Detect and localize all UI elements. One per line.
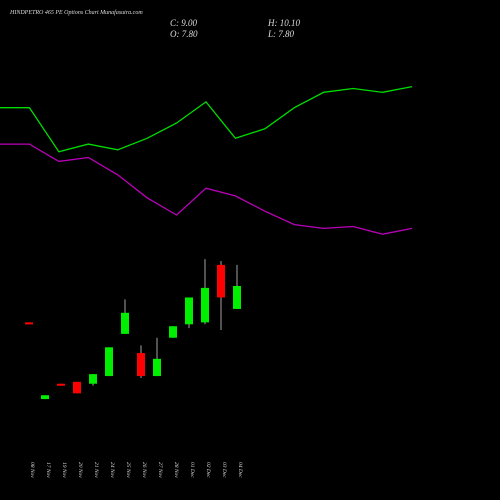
ohlc-label: L: 7.80 [267, 29, 295, 39]
x-tick-label: 20 Nov [77, 462, 83, 478]
x-tick-label: 26 Nov [141, 462, 147, 478]
x-tick-label: 19 Nov [61, 462, 67, 478]
candle-body [41, 395, 49, 400]
x-tick-label: 24 Nov [109, 462, 116, 478]
ohlc-label: H: 10.10 [267, 18, 300, 28]
candle-body [57, 383, 65, 386]
indicator-line [0, 85, 413, 153]
candle-body [137, 353, 145, 377]
candle-body [89, 374, 97, 384]
candle-body [233, 285, 241, 309]
x-tick-label: 17 Nov [45, 462, 51, 478]
x-tick-label: 04 Dec [237, 462, 244, 478]
ohlc-label: O: 7.80 [170, 29, 198, 39]
candle-body [153, 358, 161, 377]
indicator-line [0, 143, 413, 235]
x-tick-label: 08 Nov [29, 462, 35, 478]
candle-body [25, 322, 33, 325]
chart-title: HINDPETRO 465 PE Options Chart Munafasut… [9, 9, 143, 16]
candle-body [201, 287, 209, 323]
x-tick-label: 27 Nov [157, 462, 163, 478]
candle-body [185, 297, 193, 325]
x-tick-label: 21 Nov [93, 462, 99, 478]
x-tick-label: 28 Nov [173, 462, 179, 478]
candle-body [121, 312, 129, 334]
candle-body [217, 264, 225, 298]
x-tick-label: 01 Dec [189, 462, 195, 478]
x-tick-label: 03 Dec [221, 462, 227, 478]
candle-body [169, 326, 177, 338]
ohlc-label: C: 9.00 [170, 18, 198, 28]
candle-body [73, 381, 81, 394]
candle-body [105, 347, 113, 377]
x-tick-label: 02 Dec [205, 462, 211, 478]
x-tick-label: 25 Nov [125, 462, 131, 478]
